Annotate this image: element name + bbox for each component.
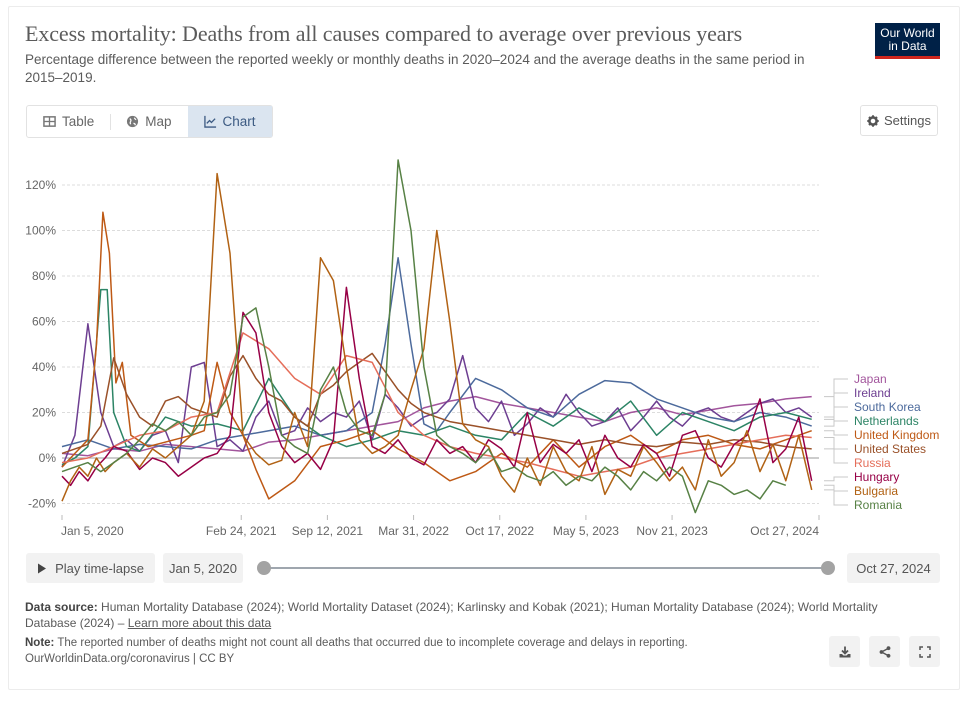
tab-table[interactable]: Table (27, 106, 110, 137)
x-tick-label: Feb 24, 2021 (206, 524, 277, 538)
legend-connector (824, 484, 848, 506)
series-lines (61, 159, 813, 514)
share-icon (879, 645, 890, 658)
legend-label: Bulgaria (854, 484, 898, 498)
series-line-south-korea (61, 257, 812, 450)
legend-label: South Korea (854, 400, 921, 414)
y-tick-label: 120% (25, 178, 56, 192)
settings-button[interactable]: Settings (860, 105, 938, 136)
x-tick-label: Oct 17, 2022 (465, 524, 534, 538)
series-line-united-states (61, 352, 812, 455)
x-tick-label: Jan 5, 2020 (61, 524, 124, 538)
end-date-button[interactable]: Oct 27, 2024 (847, 553, 940, 583)
timeline-end-handle[interactable] (821, 561, 835, 575)
note-label: Note: (25, 637, 55, 649)
chart-note: Note: The reported number of deaths migh… (25, 635, 805, 651)
y-axis-ticks: -20% 0% 20% 40% 60% 80% 100% 120% (25, 178, 56, 511)
timeline-slider-track[interactable] (264, 567, 828, 569)
play-timelapse-button[interactable]: Play time-lapse (26, 553, 155, 583)
timeline-start-handle[interactable] (257, 561, 271, 575)
tab-map[interactable]: Map (110, 106, 187, 137)
y-tick-label: 40% (32, 360, 56, 374)
x-tick-label: Mar 31, 2022 (378, 524, 449, 538)
download-icon (839, 646, 850, 657)
series-line-united-kingdom (61, 211, 812, 500)
legend-label: Japan (854, 372, 887, 386)
legend-connector (824, 406, 848, 427)
x-tick-label: Sep 12, 2021 (292, 524, 364, 538)
legend-label: United States (854, 442, 926, 456)
y-tick-label: 60% (32, 315, 56, 329)
download-button[interactable] (829, 636, 860, 667)
y-tick-label: 80% (32, 269, 56, 283)
settings-label: Settings (884, 113, 931, 128)
tab-table-label: Table (62, 114, 95, 129)
share-button[interactable] (869, 636, 900, 667)
logo-line-1: Our World (880, 26, 935, 40)
play-label: Play time-lapse (55, 560, 144, 576)
legend-connector (824, 437, 848, 464)
chart-title: Excess mortality: Deaths from all causes… (25, 21, 743, 46)
y-tick-label: 0% (39, 451, 57, 465)
credit-line[interactable]: OurWorldinData.org/coronavirus | CC BY (25, 653, 235, 665)
globe-icon (127, 115, 139, 128)
y-tick-label: 20% (32, 406, 56, 420)
fullscreen-icon (918, 645, 931, 658)
tab-chart[interactable]: Chart (187, 106, 272, 137)
y-tick-label: 100% (25, 224, 56, 238)
x-tick-label: May 5, 2023 (553, 524, 619, 538)
series-line-romania (61, 159, 787, 514)
y-tick-label: -20% (28, 497, 56, 511)
tab-map-label: Map (145, 114, 172, 129)
learn-more-link[interactable]: Learn more about this data (127, 616, 272, 630)
legend-connector (824, 378, 848, 398)
legend-label: Russia (854, 456, 891, 470)
note-text: The reported number of deaths might not … (57, 637, 688, 649)
chart-subtitle: Percentage difference between the report… (25, 52, 805, 85)
line-chart: -20% 0% 20% 40% 60% 80% 100% 120% Jan 5, 2020 Fe… (25, 159, 939, 538)
legend-label: Netherlands (854, 414, 919, 428)
x-tick-label: Nov 21, 2023 (636, 524, 708, 538)
source-text: Human Mortality Database (2024); World M… (25, 600, 878, 630)
tab-chart-label: Chart (222, 114, 256, 129)
data-sources: Data source: Human Mortality Database (2… (25, 599, 905, 631)
line-chart-icon (203, 115, 216, 128)
x-axis-ticks: Jan 5, 2020 Feb 24, 2021 Sep 12, 2021 Mar 3… (61, 515, 820, 538)
legend-connector (824, 489, 848, 492)
series-line-netherlands (61, 288, 812, 466)
legend-connector (824, 430, 848, 436)
legend-label: Romania (854, 498, 902, 512)
legend-label: United Kingdom (854, 428, 939, 442)
timeline-controls: Play time-lapse Jan 5, 2020 Oct 27, 2024 (26, 553, 940, 583)
legend-connector (824, 418, 848, 422)
legend-label: Hungary (854, 470, 899, 484)
start-date-button[interactable]: Jan 5, 2020 (163, 553, 243, 583)
table-icon (43, 116, 56, 127)
logo-line-2: in Data (888, 39, 927, 53)
legend-connector (824, 476, 848, 482)
gear-icon (867, 114, 879, 127)
series-line-ireland (61, 323, 813, 468)
play-icon (38, 563, 47, 573)
x-tick-label: Oct 27, 2024 (750, 524, 819, 538)
source-label: Data source: (25, 600, 98, 614)
owid-logo[interactable]: Our World in Data (875, 23, 940, 59)
series-line-bulgaria (61, 172, 813, 502)
view-tabs: Table Map Chart (26, 105, 273, 138)
legend-connector (824, 392, 848, 418)
series-line-hungary (61, 286, 813, 487)
fullscreen-button[interactable] (909, 636, 940, 667)
legend-label: Ireland (854, 386, 891, 400)
